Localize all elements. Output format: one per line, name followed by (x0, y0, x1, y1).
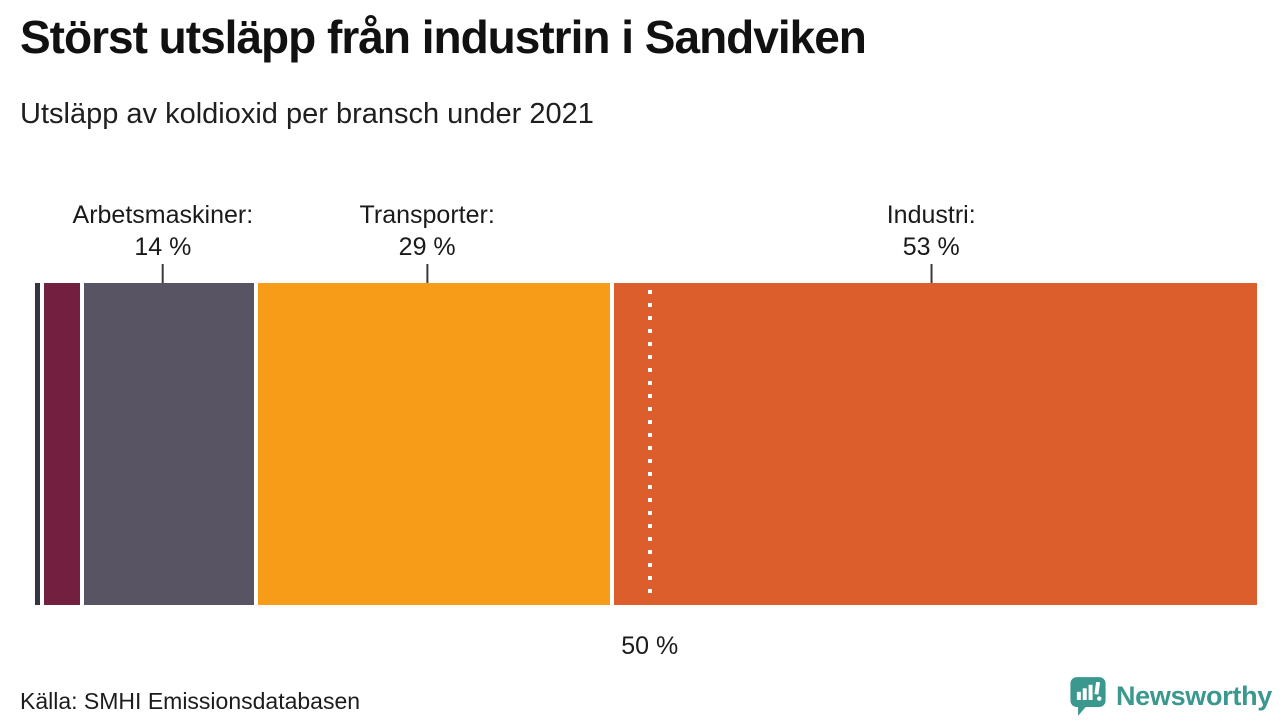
bar-segment-unlabeled-small-2[interactable] (43, 283, 81, 605)
bar-segment-unlabeled-small-1[interactable] (35, 283, 40, 605)
reference-line-label-row: 50 % (35, 632, 1257, 666)
segment-label-value: 29 % (398, 233, 456, 261)
segment-label-value: 14 % (134, 233, 192, 261)
segment-label-name: Arbetsmaskiner: (72, 201, 254, 229)
page-subtitle: Utsläpp av koldioxid per bransch under 2… (20, 98, 594, 130)
label-tick-mark (930, 264, 933, 283)
brand-wordmark: Newsworthy (1115, 681, 1272, 711)
page-title: Störst utsläpp från industrin i Sandvike… (20, 11, 867, 63)
reference-line-label: 50 % (621, 632, 679, 660)
brand-logo: Newsworthy (1069, 676, 1272, 717)
bar-segment-industri[interactable] (613, 283, 1257, 605)
label-tick-mark (161, 264, 164, 283)
stacked-bar (35, 283, 1257, 605)
segment-label-name: Industri: (886, 201, 976, 229)
segment-label-industri: Industri: 53 % (887, 199, 976, 283)
source-note: Källa: SMHI Emissionsdatabasen (20, 688, 361, 714)
reference-line (647, 290, 652, 602)
newsworthy-bar-chart-bubble-icon (1069, 676, 1107, 717)
segment-labels: Arbetsmaskiner: 14 % Transporter: 29 % Indus… (35, 197, 1257, 283)
bar-segment-arbetsmaskiner[interactable] (84, 283, 255, 605)
chart-area (35, 283, 1257, 605)
label-tick-mark (426, 264, 429, 283)
bar-segment-transporter[interactable] (258, 283, 610, 605)
segment-label-name: Transporter: (359, 201, 495, 229)
segment-label-arbetsmaskiner: Arbetsmaskiner: 14 % (72, 199, 254, 283)
segment-label-transporter: Transporter: 29 % (360, 199, 495, 283)
segment-label-value: 53 % (902, 233, 960, 261)
